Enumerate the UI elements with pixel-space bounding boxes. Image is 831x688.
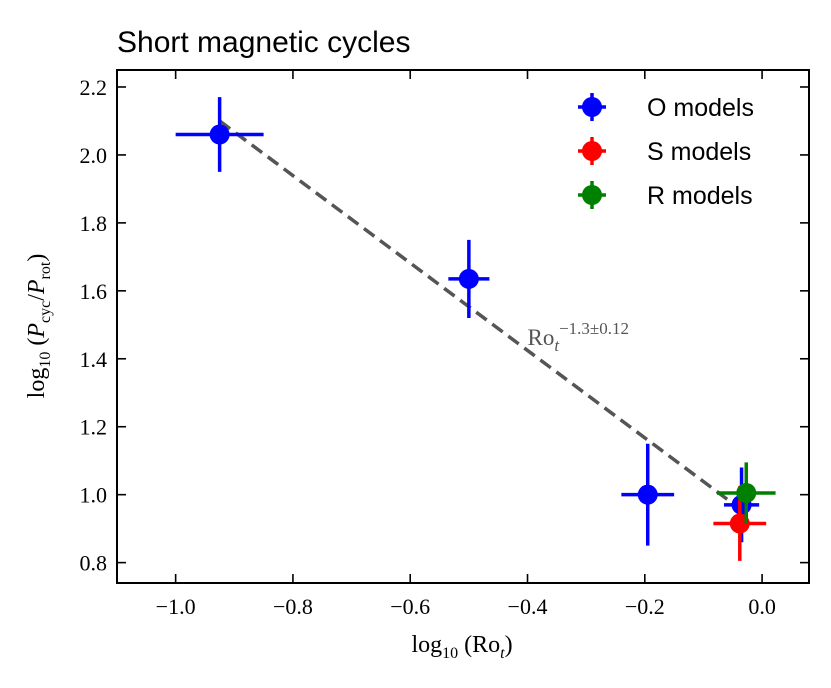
legend-item: O models	[578, 93, 754, 122]
data-point	[175, 97, 264, 172]
x-tick-label: −0.8	[273, 594, 313, 619]
legend-item: S models	[578, 137, 751, 166]
data-layer	[175, 97, 776, 561]
point-marker	[736, 482, 757, 503]
x-tick-label: 0.0	[748, 594, 776, 619]
axes: −1.0 −0.8 −0.6 −0.4 −0.2 0.0 0.8 1.0 1.2 1.4 1.6 1.…	[80, 69, 810, 619]
legend-item: R models	[578, 181, 753, 210]
fit-layer: Rot−1.3±0.12	[218, 119, 743, 512]
y-tick-label: 1.2	[80, 415, 108, 440]
legend: O models S models R models	[578, 93, 754, 210]
point-marker	[209, 124, 230, 145]
y-tick-label: 1.6	[80, 279, 108, 304]
data-point	[716, 462, 776, 524]
x-tick-label: −1.0	[156, 594, 196, 619]
fit-label: Rot−1.3±0.12	[528, 319, 630, 355]
legend-label: S models	[647, 138, 751, 166]
y-tick-label: 1.0	[80, 483, 108, 508]
x-tick-label: −0.2	[625, 594, 665, 619]
legend-marker	[582, 185, 602, 205]
legend-marker	[582, 141, 602, 161]
point-marker	[458, 268, 479, 289]
data-point	[621, 443, 675, 546]
x-axis-label: log10 (Rot)	[411, 632, 512, 662]
y-axis-label: log10 (Pcyc/Prot)	[24, 254, 54, 399]
plot-frame	[116, 69, 810, 584]
y-tick-label: 1.8	[80, 211, 108, 236]
legend-label: R models	[647, 182, 753, 210]
data-point	[448, 239, 490, 319]
y-tick-label: 2.0	[80, 143, 108, 168]
x-tick-label: −0.4	[508, 594, 548, 619]
y-tick-label: 0.8	[80, 551, 108, 576]
legend-label: O models	[647, 94, 754, 122]
fit-line	[218, 119, 743, 512]
y-tick-label: 2.2	[80, 75, 108, 100]
x-tick-label: −0.6	[390, 594, 430, 619]
point-marker	[637, 484, 658, 505]
chart-title: Short magnetic cycles	[117, 26, 410, 59]
legend-marker	[582, 97, 602, 117]
y-tick-label: 1.4	[80, 347, 108, 372]
